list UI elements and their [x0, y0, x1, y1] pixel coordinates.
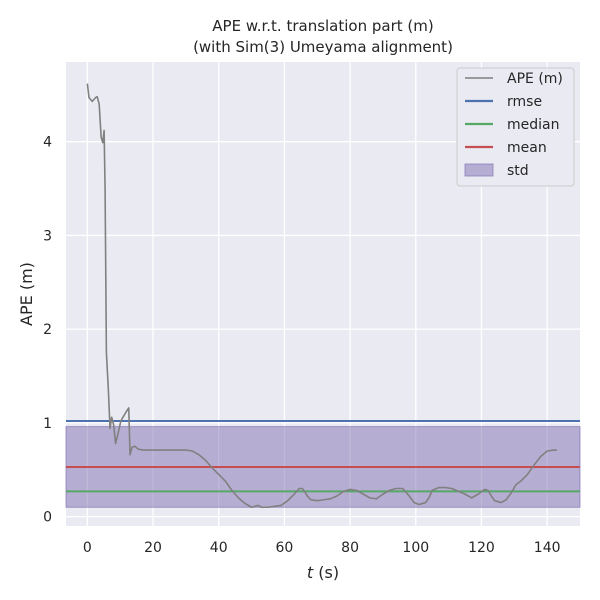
ape-line-layer	[86, 83, 558, 509]
y-axis-label: APE (m)	[17, 262, 36, 326]
x-tick-label-140: 140	[534, 540, 561, 556]
chart-subtitle: (with Sim(3) Umeyama alignment)	[193, 38, 453, 56]
y-tick-labels: 0 1 2 3 4	[43, 135, 52, 526]
y-tick-label-1: 1	[43, 416, 52, 432]
x-tick-label-40: 40	[210, 540, 228, 556]
legend: APE (m) rmse median mean std	[456, 67, 575, 187]
x-axis-label-symbol: t	[307, 563, 314, 582]
legend-swatch-std	[464, 163, 494, 177]
x-axis-label: t (s)	[307, 563, 339, 582]
y-tick-label-3: 3	[43, 228, 52, 244]
y-tick-label-2: 2	[43, 322, 52, 338]
ape-line	[86, 83, 558, 509]
legend-label-mean: mean	[507, 140, 547, 156]
x-tick-label-0: 0	[83, 540, 92, 556]
legend-frame	[456, 67, 575, 187]
legend-label-std: std	[507, 163, 529, 179]
legend-label-median: median	[507, 117, 559, 133]
x-tick-labels: 0 20 40 60 80 100 120 140	[83, 540, 561, 556]
y-tick-label-0: 0	[43, 510, 52, 526]
y-tick-label-4: 4	[43, 135, 52, 151]
x-tick-label-60: 60	[275, 540, 293, 556]
chart-title: APE w.r.t. translation part (m)	[212, 17, 433, 35]
legend-label-ape-m: APE (m)	[507, 71, 563, 87]
x-tick-label-20: 20	[144, 540, 162, 556]
legend-label-rmse: rmse	[507, 94, 542, 110]
x-tick-label-120: 120	[468, 540, 495, 556]
x-tick-label-80: 80	[341, 540, 359, 556]
x-axis-label-unit: (s)	[313, 563, 339, 582]
statistic-lines	[66, 420, 580, 493]
x-tick-label-100: 100	[402, 540, 429, 556]
